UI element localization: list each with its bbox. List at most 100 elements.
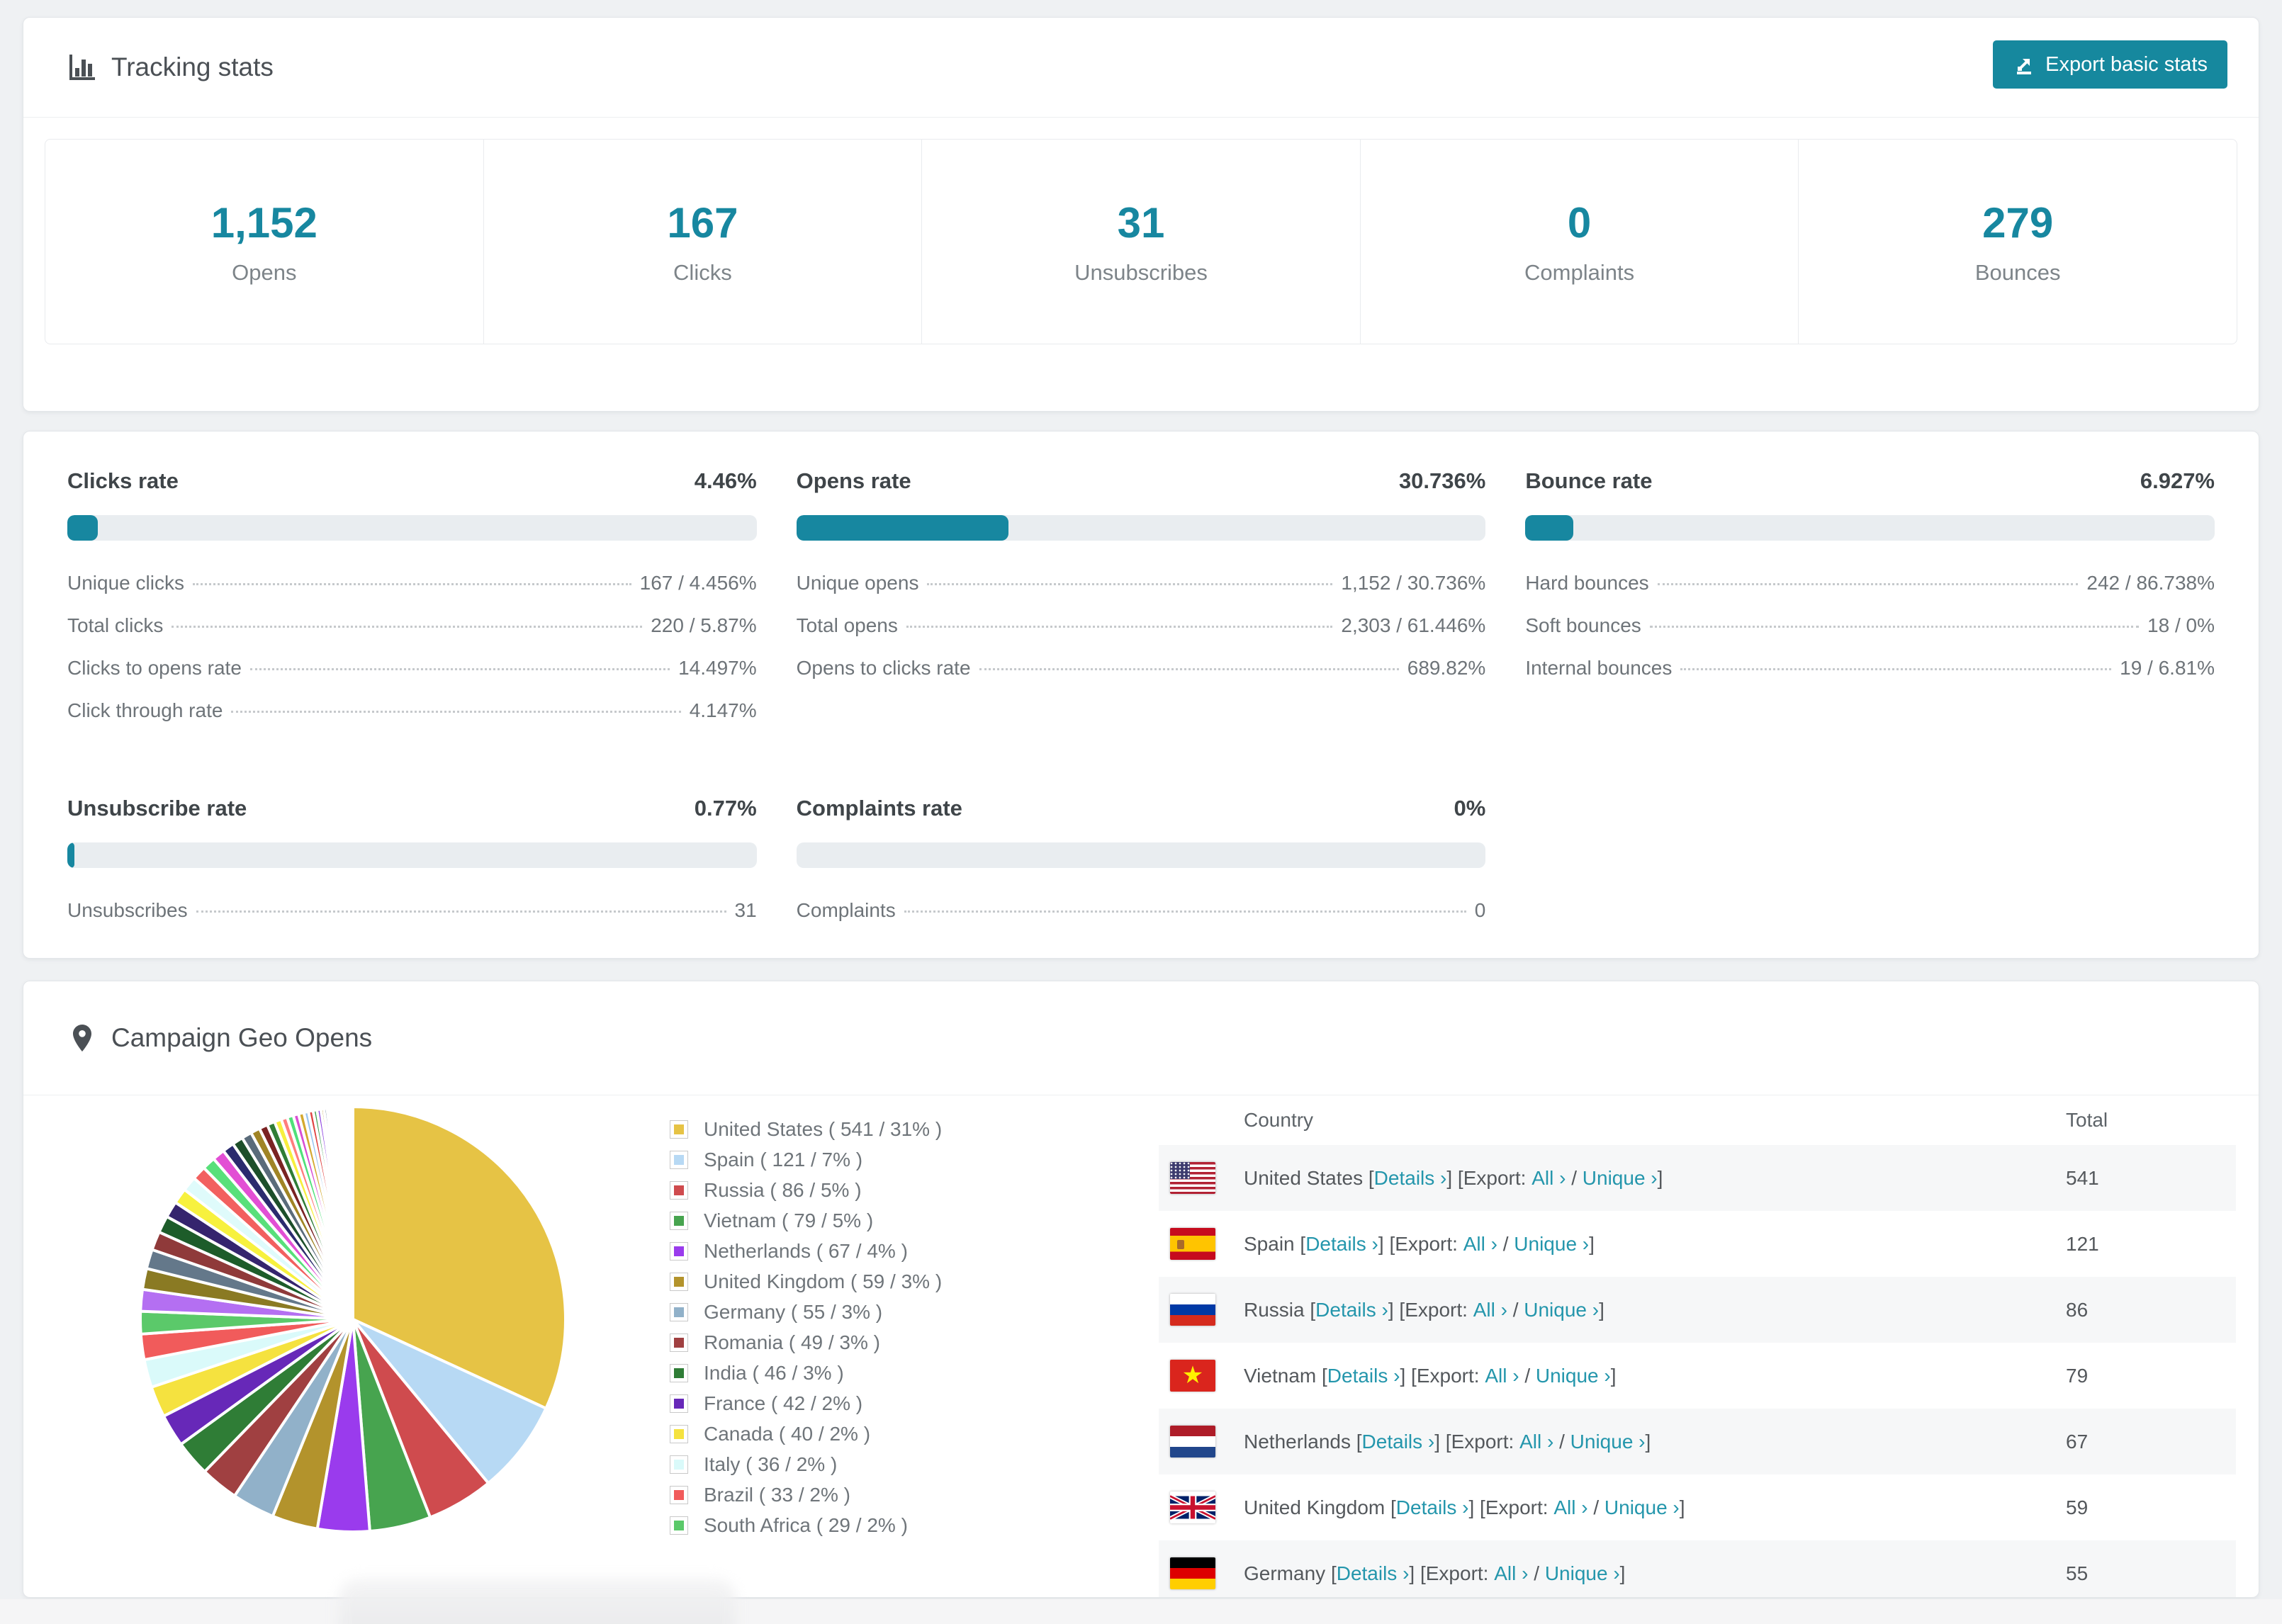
metric-label: Click through rate — [67, 699, 223, 721]
details-link[interactable]: Details › — [1305, 1232, 1378, 1255]
flag-germany-icon — [1170, 1557, 1215, 1589]
slash: / — [1519, 1364, 1536, 1387]
map-pin-icon — [73, 1025, 91, 1051]
metric-value: 31 — [734, 898, 757, 921]
export-all-link[interactable]: All › — [1553, 1496, 1588, 1518]
legend-label: Romania ( 49 / 3% ) — [704, 1331, 880, 1353]
legend-swatch — [670, 1333, 688, 1352]
export-all-link[interactable]: All › — [1473, 1298, 1507, 1321]
rate-value: 0.77% — [694, 795, 757, 821]
metric-label: Unique clicks — [67, 572, 184, 594]
legend-item: United Kingdom ( 59 / 3% ) — [670, 1270, 942, 1293]
opens-rate-section: Opens rate 30.736% Unique opens 1,152 / 3… — [796, 468, 1486, 759]
bracket: ] — [1619, 1562, 1626, 1584]
slash: / — [1528, 1562, 1545, 1584]
metric-label: Opens to clicks rate — [796, 657, 971, 679]
legend-swatch — [670, 1120, 688, 1139]
export-all-link[interactable]: All › — [1463, 1232, 1497, 1255]
bracket: ] — [1657, 1166, 1663, 1189]
progress-track — [67, 842, 757, 868]
metric-value: 4.147% — [689, 699, 757, 721]
dotted-leader — [1680, 668, 2112, 670]
stat-label: Bounces — [1974, 259, 2061, 285]
export-unique-link[interactable]: Unique › — [1514, 1232, 1590, 1255]
legend-label: Canada ( 40 / 2% ) — [704, 1423, 871, 1445]
export-unique-link[interactable]: Unique › — [1604, 1496, 1680, 1518]
bracket: ] [Export: — [1409, 1562, 1495, 1584]
export-unique-link[interactable]: Unique › — [1524, 1298, 1600, 1321]
slash: / — [1507, 1298, 1524, 1321]
legend-label: India ( 46 / 3% ) — [704, 1362, 844, 1384]
progress-fill — [1525, 515, 1573, 541]
geo-opens-pie-chart — [139, 1105, 567, 1533]
stat-value: 167 — [667, 198, 738, 247]
export-icon — [2017, 59, 2032, 74]
legend-swatch — [670, 1242, 688, 1261]
flag-united-states-icon — [1170, 1162, 1215, 1194]
country-name: Netherlands — [1244, 1430, 1351, 1453]
dotted-leader — [192, 583, 631, 585]
flag-netherlands-icon — [1170, 1426, 1215, 1457]
stat-value: 1,152 — [210, 198, 317, 247]
pie-legend: United States ( 541 / 31% ) Spain ( 121 … — [670, 1118, 942, 1545]
rate-title: Clicks rate — [67, 468, 179, 493]
details-link[interactable]: Details › — [1373, 1166, 1447, 1189]
export-unique-link[interactable]: Unique › — [1535, 1364, 1611, 1387]
details-link[interactable]: Details › — [1336, 1562, 1410, 1584]
export-button-label: Export basic stats — [2045, 52, 2208, 76]
page-title: Tracking stats — [111, 52, 274, 81]
metric-value: 689.82% — [1407, 657, 1486, 679]
legend-label: Netherlands ( 67 / 4% ) — [704, 1240, 908, 1262]
metric-label: Clicks to opens rate — [67, 657, 242, 679]
details-link[interactable]: Details › — [1315, 1298, 1388, 1321]
dotted-leader — [172, 626, 643, 628]
dotted-leader — [904, 910, 1466, 913]
metric-label: Hard bounces — [1525, 572, 1649, 594]
progress-fill — [67, 842, 74, 868]
export-unique-link[interactable]: Unique › — [1544, 1562, 1620, 1584]
bracket: ] — [1679, 1496, 1685, 1518]
stat-value: 0 — [1567, 198, 1592, 247]
slash: / — [1587, 1496, 1604, 1518]
bracket: ] [Export: — [1434, 1430, 1520, 1453]
legend-item: Netherlands ( 67 / 4% ) — [670, 1240, 942, 1263]
metric-label: Unique opens — [796, 572, 919, 594]
bracket: ] [Export: — [1446, 1166, 1532, 1189]
dotted-leader — [906, 626, 1333, 628]
total-value: 67 — [2066, 1430, 2089, 1453]
rate-value: 0% — [1454, 795, 1486, 821]
bottom-overlay-shadow — [339, 1579, 736, 1624]
legend-item: Vietnam ( 79 / 5% ) — [670, 1209, 942, 1232]
rate-title: Complaints rate — [796, 795, 962, 821]
rates-card: Clicks rate 4.46% Unique clicks 167 / 4.4… — [23, 431, 2259, 959]
export-all-link[interactable]: All › — [1494, 1562, 1529, 1584]
export-all-link[interactable]: All › — [1531, 1166, 1566, 1189]
bracket: [ — [1368, 1166, 1374, 1189]
details-link[interactable]: Details › — [1395, 1496, 1469, 1518]
metric-value: 242 / 86.738% — [2086, 572, 2215, 594]
details-link[interactable]: Details › — [1361, 1430, 1435, 1453]
export-unique-link[interactable]: Unique › — [1570, 1430, 1646, 1453]
country-name: United Kingdom — [1244, 1496, 1386, 1518]
stat-bounces: 279 Bounces — [1799, 140, 2237, 344]
export-all-link[interactable]: All › — [1485, 1364, 1519, 1387]
metric-value: 0 — [1474, 898, 1486, 921]
export-unique-link[interactable]: Unique › — [1582, 1166, 1658, 1189]
bounce-rate-section: Bounce rate 6.927% Hard bounces 242 / 86.… — [1525, 468, 2215, 759]
rate-title: Bounce rate — [1525, 468, 1653, 493]
export-all-link[interactable]: All › — [1519, 1430, 1554, 1453]
bar-chart-icon — [69, 55, 95, 80]
details-link[interactable]: Details › — [1327, 1364, 1400, 1387]
tracking-stats-card: Tracking stats Export basic stats 1,152 … — [23, 17, 2259, 412]
metric-label: Soft bounces — [1525, 614, 1641, 636]
progress-track — [796, 515, 1486, 541]
metric-value: 2,303 / 61.446% — [1341, 614, 1486, 636]
country-name: United States — [1244, 1166, 1364, 1189]
table-row: United Kingdom [Details ›] [Export: All … — [1159, 1474, 2236, 1540]
dotted-leader — [1649, 626, 2140, 628]
export-basic-stats-button[interactable]: Export basic stats — [1993, 40, 2227, 89]
flag-vietnam-icon — [1170, 1360, 1215, 1392]
metric-value: 14.497% — [678, 657, 757, 679]
legend-item: United States ( 541 / 31% ) — [670, 1118, 942, 1141]
